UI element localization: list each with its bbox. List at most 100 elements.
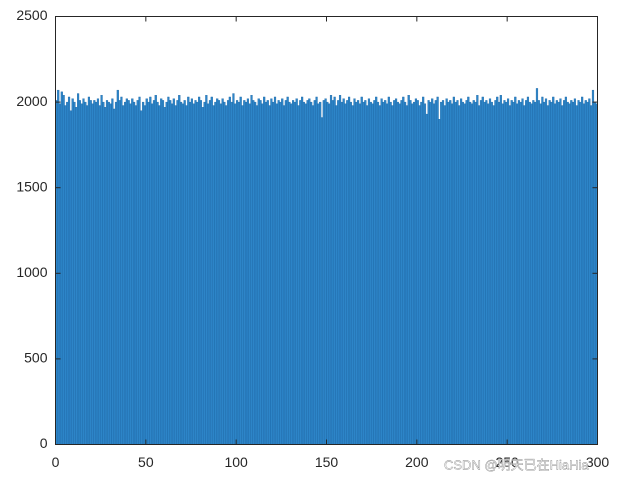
bar bbox=[431, 98, 434, 445]
bar bbox=[167, 96, 170, 445]
bar bbox=[163, 107, 166, 445]
bar bbox=[375, 96, 378, 445]
bar bbox=[469, 101, 472, 445]
bar bbox=[429, 101, 432, 445]
bar bbox=[523, 105, 526, 445]
bar bbox=[208, 100, 212, 445]
bar bbox=[514, 96, 517, 445]
bar bbox=[170, 103, 174, 445]
bar bbox=[152, 100, 156, 445]
bar bbox=[96, 98, 100, 445]
bars bbox=[55, 88, 598, 445]
bar bbox=[432, 103, 436, 445]
bar bbox=[310, 101, 313, 445]
bar bbox=[340, 101, 343, 445]
bar bbox=[317, 103, 320, 445]
bar bbox=[259, 100, 262, 445]
bar bbox=[169, 100, 172, 445]
bar bbox=[78, 100, 81, 445]
bar bbox=[358, 103, 362, 445]
bar bbox=[230, 101, 233, 445]
bar bbox=[69, 110, 72, 445]
bar bbox=[324, 98, 327, 445]
x-tick-label: 50 bbox=[138, 454, 154, 470]
bar bbox=[64, 105, 67, 445]
bar bbox=[349, 101, 352, 445]
bar bbox=[277, 100, 280, 445]
y-tick-label: 0 bbox=[40, 435, 48, 451]
bar bbox=[570, 100, 573, 445]
bar bbox=[499, 95, 502, 445]
bar bbox=[553, 103, 557, 445]
bar bbox=[541, 96, 544, 445]
bar bbox=[552, 96, 555, 445]
bar bbox=[503, 100, 506, 445]
bar bbox=[501, 103, 504, 445]
bar bbox=[344, 103, 347, 445]
bar bbox=[534, 101, 537, 445]
bar bbox=[362, 101, 365, 445]
bar bbox=[138, 96, 141, 445]
bar bbox=[450, 103, 454, 445]
bar bbox=[440, 101, 443, 445]
bar bbox=[201, 107, 204, 445]
bar bbox=[123, 101, 127, 445]
bar bbox=[367, 98, 371, 445]
bar bbox=[290, 103, 293, 445]
bar bbox=[393, 100, 396, 445]
bar bbox=[161, 100, 165, 445]
bar bbox=[447, 101, 450, 445]
bar bbox=[82, 98, 85, 445]
bar bbox=[73, 101, 76, 445]
bar bbox=[506, 98, 510, 445]
bar bbox=[326, 101, 329, 445]
bar bbox=[241, 105, 244, 445]
bar bbox=[328, 103, 331, 445]
bar bbox=[154, 95, 157, 445]
bar bbox=[535, 88, 539, 445]
bar bbox=[411, 103, 414, 445]
bar bbox=[494, 100, 497, 445]
bar bbox=[449, 100, 452, 445]
bar bbox=[214, 101, 217, 445]
bar bbox=[463, 103, 466, 445]
bar bbox=[394, 98, 398, 445]
bar bbox=[366, 105, 369, 445]
bar bbox=[198, 96, 201, 445]
bar bbox=[470, 103, 474, 445]
bar bbox=[183, 100, 186, 445]
bar bbox=[546, 105, 549, 445]
bar bbox=[385, 103, 389, 445]
bar bbox=[270, 98, 273, 445]
bar bbox=[460, 98, 463, 445]
bar bbox=[311, 105, 315, 445]
bar bbox=[360, 96, 363, 445]
bar bbox=[219, 103, 222, 445]
bar bbox=[273, 96, 277, 445]
bar bbox=[254, 101, 257, 445]
bar bbox=[405, 105, 408, 445]
bar bbox=[445, 98, 448, 445]
bar bbox=[402, 96, 405, 445]
bar bbox=[84, 101, 87, 445]
bar bbox=[461, 101, 464, 445]
bar bbox=[145, 98, 148, 445]
bar bbox=[528, 101, 531, 445]
bar bbox=[114, 101, 118, 445]
bar bbox=[105, 100, 109, 445]
bar bbox=[109, 103, 112, 445]
bar bbox=[472, 100, 475, 445]
bar bbox=[420, 101, 423, 445]
bar bbox=[573, 98, 576, 445]
bar bbox=[192, 103, 195, 445]
x-tick-label: 300 bbox=[586, 454, 610, 470]
bar bbox=[181, 103, 184, 445]
bar bbox=[380, 98, 383, 445]
bar bbox=[95, 101, 98, 445]
bar bbox=[550, 101, 553, 445]
bar bbox=[62, 95, 65, 445]
bar bbox=[179, 101, 183, 445]
bar bbox=[400, 100, 403, 445]
bar bbox=[149, 96, 152, 445]
bar bbox=[239, 96, 242, 445]
